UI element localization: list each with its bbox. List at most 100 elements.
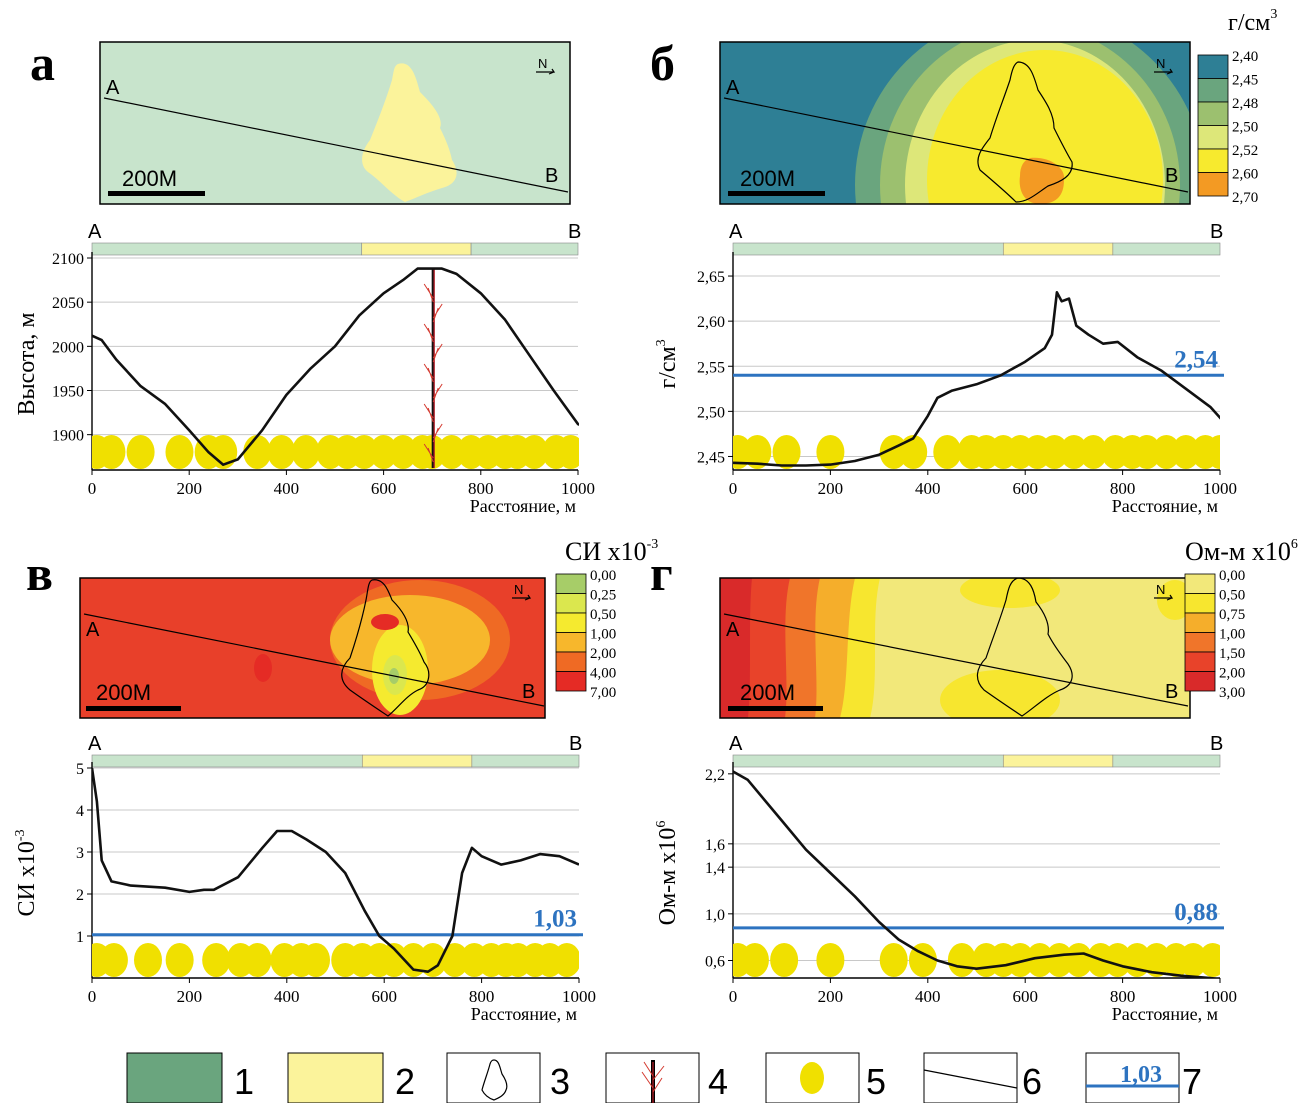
sample-point	[350, 435, 379, 469]
point-icon	[800, 1062, 824, 1094]
sample-point	[202, 943, 231, 977]
sample-point	[770, 943, 799, 977]
scale-swatch	[1184, 612, 1216, 633]
ore-body-outline-c	[341, 579, 430, 717]
y-tick-label: 2000	[52, 339, 84, 356]
sample-point	[126, 435, 155, 469]
y-axis-title: Высота, м	[14, 312, 40, 415]
zone-bar-host	[91, 754, 363, 768]
panel-letter-d: г	[650, 545, 673, 601]
sample-point	[1103, 943, 1132, 977]
color-scale-c: СИ x10-3 0,00 0,25 0,50 1,00 2,00 4,00 7,00	[555, 537, 658, 701]
scale-swatch	[1197, 125, 1229, 150]
scale-swatch	[1197, 172, 1229, 197]
sample-point	[99, 943, 128, 977]
color-scale-d: Ом-м x106 0,00 0,50 0,75 1,00 1,50 2,00 3,00	[1184, 537, 1298, 701]
sample-point	[302, 943, 331, 977]
sample-point	[772, 435, 801, 469]
x-tick-label: 600	[1012, 987, 1038, 1006]
zone-bar-ore	[361, 754, 473, 768]
sample-point	[947, 943, 976, 977]
profile-label-a: A	[88, 733, 102, 755]
legend-swatch-6	[923, 1052, 1018, 1103]
legend-threshold-value: 1,03	[1120, 1062, 1162, 1088]
profile-label-b: B	[1210, 733, 1223, 755]
sample-points	[733, 943, 1220, 977]
fault-branch	[423, 283, 434, 303]
zone-bar-host	[732, 754, 1004, 768]
scale-swatch	[1184, 651, 1216, 672]
sample-point	[165, 435, 194, 469]
profile-curve	[733, 291, 1220, 467]
sample-point	[243, 943, 272, 977]
sample-point	[1006, 943, 1035, 977]
scale-bar-d	[728, 706, 823, 711]
scale-tick-label: 0,50	[1219, 588, 1245, 604]
x-axis-title: Расстояние, м	[471, 1004, 577, 1024]
sample-point	[267, 435, 296, 469]
scale-tick-label: 3,00	[1219, 685, 1245, 701]
y-tick-label: 2,65	[697, 269, 725, 286]
scale-tick-label: 0,00	[590, 568, 616, 584]
map-c-label-a: A	[86, 619, 100, 641]
sample-point	[399, 943, 428, 977]
profile-line	[103, 97, 569, 193]
sample-point	[134, 943, 163, 977]
sample-point	[165, 943, 194, 977]
y-tick-label: 1	[76, 929, 84, 946]
legend-num-4: 4	[708, 1061, 728, 1102]
ore-body-fill	[362, 63, 457, 202]
map-b	[720, 42, 1190, 204]
x-tick-label: 400	[915, 987, 941, 1006]
sample-point	[899, 435, 928, 469]
x-tick-label: 1000	[1203, 987, 1237, 1006]
sample-point	[97, 435, 126, 469]
legend-num-1: 1	[234, 1061, 254, 1102]
x-axis-title: Расстояние, м	[470, 496, 576, 516]
threshold-label: 1,03	[533, 906, 577, 933]
scale-tick-label: 0,75	[1219, 607, 1245, 623]
y-tick-label: 2	[76, 887, 84, 904]
scale-tick-label: 1,00	[1219, 627, 1245, 643]
color-scale-b: г/см3 2,40 2,45 2,48 2,50 2,52 2,60 2,70	[1197, 7, 1277, 206]
y-tick-label: 2,60	[697, 314, 725, 331]
sample-point	[552, 943, 579, 977]
north-arrow-d	[1154, 594, 1174, 601]
sample-point	[740, 943, 769, 977]
fault-icon	[641, 1060, 665, 1103]
profile-chart-d: A B 0,6 1,0 1,4 1,6 2,2 0 200 400 600 800 1000Рассто…	[654, 733, 1237, 1024]
sample-points	[92, 435, 579, 469]
x-tick-label: 0	[88, 479, 97, 498]
north-arrow	[536, 68, 556, 75]
scale-swatch	[555, 573, 587, 594]
x-tick-label: 1000	[562, 987, 596, 1006]
x-tick-label: 0	[729, 987, 738, 1006]
sample-point	[933, 435, 962, 469]
y-axis-title: г/см3	[654, 339, 681, 388]
sample-point	[1142, 943, 1171, 977]
legend-num-7: 7	[1182, 1061, 1202, 1102]
x-tick-label: 800	[469, 987, 495, 1006]
scale-swatch	[555, 612, 587, 633]
y-tick-label: 1,4	[705, 860, 725, 877]
scale-tick-label: 4,00	[590, 666, 616, 682]
profile-label-a: A	[729, 221, 743, 243]
x-axis-title: Расстояние, м	[1112, 1004, 1218, 1024]
sample-point	[1045, 943, 1074, 977]
north-label-b: N	[1156, 56, 1165, 71]
sample-point	[1206, 435, 1220, 469]
scale-tick-label: 2,60	[1232, 167, 1258, 183]
zone-bar-host	[470, 242, 579, 256]
scale-c-unit: СИ x10-3	[565, 537, 658, 566]
fault-branch	[432, 343, 443, 363]
map-b-label-b: B	[1165, 165, 1178, 187]
ore-body-outline	[977, 61, 1073, 203]
sample-point	[291, 435, 320, 469]
profile-curve	[733, 770, 1220, 978]
x-tick-label: 400	[274, 987, 300, 1006]
sample-point	[418, 943, 447, 977]
sample-point	[379, 943, 408, 977]
zone-bar-ore	[1002, 754, 1114, 768]
legend-swatch-3	[446, 1052, 541, 1103]
x-tick-label: 1000	[1203, 479, 1237, 498]
